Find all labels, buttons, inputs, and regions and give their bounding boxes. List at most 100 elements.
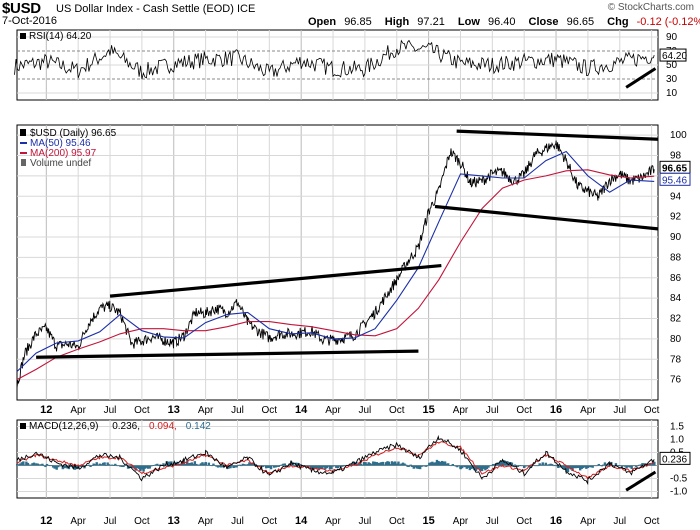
macd-hist-bar-15 <box>38 464 41 466</box>
x-tick-label-macd-4: 13 <box>168 515 180 527</box>
macd-hist-bar-98 <box>159 464 162 466</box>
macd-hist-bar-278 <box>418 465 422 470</box>
macd-hist-bar-358 <box>535 465 538 467</box>
price-y-tick-0: 76 <box>670 375 682 386</box>
macd-legend-1: 0.236, <box>112 421 140 432</box>
macd-hist-bar-1 <box>17 464 20 466</box>
macd-hist-bar-248 <box>375 462 379 466</box>
macd-hist-bar-292 <box>439 461 442 466</box>
macd-hist-bar-90 <box>147 465 150 469</box>
macd-hist-bar-221 <box>336 465 340 469</box>
macd-hist-bar-335 <box>501 461 504 466</box>
macd-hist-bar-258 <box>390 461 394 466</box>
macd-hist-bar-203 <box>310 465 313 469</box>
macd-hist-bar-195 <box>299 463 302 466</box>
macd-hist-bar-140 <box>219 465 223 468</box>
macd-hist-bar-413 <box>614 463 618 466</box>
macd-hist-bar-247 <box>374 463 377 466</box>
macd-hist-bar-376 <box>561 465 565 468</box>
macd-hist-bar-87 <box>142 465 145 472</box>
macd-hist-bar-2 <box>19 463 22 466</box>
macd-hist-bar-430 <box>639 464 643 466</box>
macd-hist-bar-160 <box>248 462 251 466</box>
macd-hist-bar-237 <box>359 463 363 466</box>
macd-hist-bar-22 <box>48 465 52 467</box>
macd-signal-line <box>16 441 655 481</box>
macd-hist-bar-116 <box>184 464 187 466</box>
x-tick-label-price-11: Oct <box>389 405 405 416</box>
macd-hist-bar-277 <box>417 465 420 469</box>
macd-hist-bar-265 <box>400 463 403 466</box>
macd-hist-bar-272 <box>411 465 414 468</box>
macd-hist-bar-288 <box>434 462 437 466</box>
macd-hist-bar-133 <box>209 465 212 466</box>
macd-hist-bar-439 <box>653 461 656 466</box>
macd-hist-bar-215 <box>328 465 332 470</box>
price-trendline-3 <box>434 204 659 231</box>
macd-hist-bar-105 <box>168 461 172 466</box>
macd-hist-bar-48 <box>86 465 89 466</box>
macd-hist-bar-336 <box>503 460 506 466</box>
macd-hist-bar-246 <box>373 461 376 466</box>
macd-hist-bar-151 <box>235 465 238 468</box>
macd-hist-bar-369 <box>550 464 554 466</box>
macd-hist-bar-367 <box>547 464 551 466</box>
macd-hist-bar-55 <box>97 464 100 466</box>
macd-hist-bar-284 <box>428 462 431 466</box>
macd-hist-bar-16 <box>39 464 43 466</box>
macd-hist-bar-148 <box>230 465 234 467</box>
macd-hist-bar-112 <box>179 464 182 466</box>
macd-hist-bar-427 <box>635 465 638 468</box>
macd-hist-bar-9 <box>29 464 33 466</box>
low-label: Low <box>457 16 480 28</box>
macd-hist-bar-389 <box>580 465 583 469</box>
macd-hist-bar-368 <box>549 463 552 466</box>
macd-legend-2: 0.094, <box>149 421 177 432</box>
macd-hist-bar-7 <box>26 462 30 466</box>
macd-hist-bar-241 <box>365 463 369 466</box>
macd-hist-bar-49 <box>87 464 91 466</box>
macd-hist-bar-385 <box>574 465 577 469</box>
macd-hist-bar-62 <box>106 462 109 466</box>
macd-hist-bar-346 <box>518 465 521 466</box>
macd-hist-bar-250 <box>378 462 382 466</box>
macd-hist-bar-416 <box>619 465 622 467</box>
macd-hist-bar-307 <box>461 465 464 469</box>
macd-hist-bar-51 <box>90 465 94 466</box>
macd-hist-bar-251 <box>380 462 383 466</box>
macd-hist-bar-298 <box>448 465 451 466</box>
macd-hist-bar-230 <box>350 463 353 466</box>
macd-hist-bar-374 <box>558 465 562 468</box>
macd-hist-bar-419 <box>623 465 627 467</box>
macd-hist-bar-411 <box>611 465 615 466</box>
macd-hist-bar-379 <box>565 465 568 473</box>
x-tick-label-macd-17: Apr <box>580 516 596 527</box>
price-legend-3: Volume undef <box>30 158 91 169</box>
macd-hist-bar-33 <box>64 465 68 468</box>
macd-hist-bar-326 <box>488 465 492 467</box>
price-y-tick-9: 94 <box>670 191 682 202</box>
x-tick-label-macd-19: Oct <box>644 516 660 527</box>
macd-hist-bar-92 <box>150 465 153 467</box>
macd-hist-bar-86 <box>140 465 144 470</box>
macd-hist-bar-63 <box>108 464 111 466</box>
macd-hist-bar-79 <box>131 465 134 468</box>
macd-hist-bar-339 <box>507 461 511 466</box>
x-tick-label-macd-10: Jul <box>359 516 372 527</box>
macd-hist-bar-115 <box>182 461 186 466</box>
x-tick-label-price-16: 16 <box>550 404 562 416</box>
macd-hist-bar-53 <box>93 464 97 466</box>
x-tick-label-macd-11: Oct <box>389 516 405 527</box>
macd-hist-bar-101 <box>162 464 165 466</box>
x-tick-label-macd-1: Apr <box>70 516 86 527</box>
macd-hist-bar-401 <box>597 463 601 466</box>
macd-hist-bar-431 <box>641 463 644 466</box>
price-y-tick-4: 84 <box>670 293 682 304</box>
macd-hist-bar-380 <box>566 465 570 473</box>
macd-hist-bar-424 <box>630 465 633 469</box>
macd-hist-bar-390 <box>582 465 585 469</box>
macd-hist-bar-3 <box>20 462 23 466</box>
macd-hist-bar-301 <box>453 465 456 467</box>
macd-hist-bar-220 <box>335 465 338 468</box>
x-tick-label-macd-14: Jul <box>486 516 499 527</box>
